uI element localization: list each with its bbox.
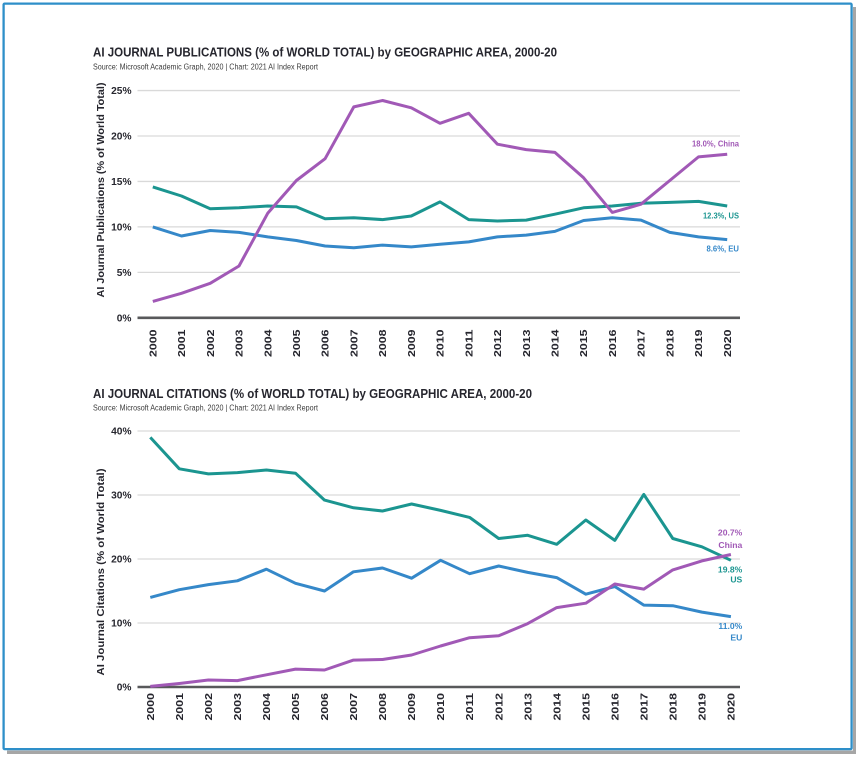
svg-text:2000: 2000 [146, 693, 157, 721]
svg-text:11.0%: 11.0% [718, 621, 742, 631]
svg-text:AI Journal Citations (% of Wor: AI Journal Citations (% of World Total) [96, 469, 107, 676]
svg-text:2003: 2003 [233, 693, 244, 721]
svg-text:30%: 30% [111, 491, 131, 502]
svg-text:2005: 2005 [292, 329, 303, 357]
svg-text:2013: 2013 [522, 329, 533, 357]
svg-text:2017: 2017 [639, 693, 650, 721]
svg-text:AI JOURNAL PUBLICATIONS (% of: AI JOURNAL PUBLICATIONS (% of WORLD TOTA… [93, 44, 557, 59]
svg-text:2015: 2015 [579, 329, 590, 357]
svg-text:2015: 2015 [581, 693, 592, 721]
svg-text:2000: 2000 [148, 329, 159, 357]
svg-text:20.7%: 20.7% [718, 527, 743, 537]
svg-text:2007: 2007 [349, 693, 360, 721]
svg-text:2017: 2017 [637, 329, 648, 357]
svg-text:2011: 2011 [465, 693, 476, 721]
svg-text:25%: 25% [111, 86, 131, 97]
svg-text:China: China [718, 540, 742, 550]
svg-text:2004: 2004 [263, 329, 274, 357]
svg-text:2006: 2006 [320, 693, 331, 721]
svg-text:18.0%, China: 18.0%, China [692, 139, 739, 149]
svg-text:2009: 2009 [407, 329, 418, 357]
svg-text:2019: 2019 [698, 693, 709, 721]
svg-text:2018: 2018 [665, 329, 676, 357]
svg-text:2012: 2012 [494, 693, 505, 721]
svg-text:2002: 2002 [206, 329, 217, 357]
svg-text:20%: 20% [111, 555, 131, 566]
svg-text:2009: 2009 [407, 693, 418, 721]
svg-text:2005: 2005 [291, 693, 302, 721]
svg-text:2001: 2001 [177, 329, 188, 357]
svg-text:2013: 2013 [523, 693, 534, 721]
svg-text:US: US [730, 574, 742, 584]
svg-text:AI Journal Publications (% of: AI Journal Publications (% of World Tota… [96, 83, 107, 298]
svg-text:15%: 15% [111, 177, 131, 188]
svg-text:20%: 20% [111, 132, 131, 143]
svg-text:19.8%: 19.8% [718, 564, 743, 574]
svg-text:8.6%, EU: 8.6%, EU [707, 244, 740, 254]
svg-text:10%: 10% [111, 223, 131, 234]
svg-text:10%: 10% [111, 619, 131, 630]
svg-text:2004: 2004 [262, 693, 273, 721]
svg-text:2019: 2019 [694, 329, 705, 357]
svg-text:2014: 2014 [551, 329, 562, 357]
svg-text:2011: 2011 [464, 329, 475, 357]
svg-text:2006: 2006 [321, 329, 332, 357]
svg-text:0%: 0% [117, 313, 132, 324]
svg-text:5%: 5% [117, 268, 132, 279]
svg-text:2016: 2016 [608, 329, 619, 357]
svg-text:2016: 2016 [610, 693, 621, 721]
svg-text:2008: 2008 [378, 693, 389, 721]
svg-text:AI JOURNAL CITATIONS (% of WOR: AI JOURNAL CITATIONS (% of WORLD TOTAL) … [93, 386, 532, 401]
svg-text:2001: 2001 [175, 693, 186, 721]
svg-text:2014: 2014 [552, 693, 563, 721]
svg-text:0%: 0% [117, 683, 132, 694]
svg-text:2010: 2010 [436, 329, 447, 357]
svg-text:40%: 40% [111, 427, 131, 438]
svg-text:2002: 2002 [204, 693, 215, 721]
svg-text:EU: EU [730, 632, 742, 642]
svg-text:2010: 2010 [436, 693, 447, 721]
svg-text:2020: 2020 [727, 693, 738, 721]
svg-text:2007: 2007 [349, 329, 360, 357]
svg-text:2008: 2008 [378, 329, 389, 357]
svg-text:2020: 2020 [723, 329, 734, 357]
svg-text:2018: 2018 [668, 693, 679, 721]
svg-text:2012: 2012 [493, 329, 504, 357]
svg-text:12.3%, US: 12.3%, US [703, 210, 739, 220]
svg-text:Source: Microsoft Academic Gra: Source: Microsoft Academic Graph, 2020 |… [93, 402, 319, 412]
svg-text:2003: 2003 [235, 329, 246, 357]
svg-text:Source: Microsoft Academic Gra: Source: Microsoft Academic Graph, 2020 |… [93, 61, 319, 71]
